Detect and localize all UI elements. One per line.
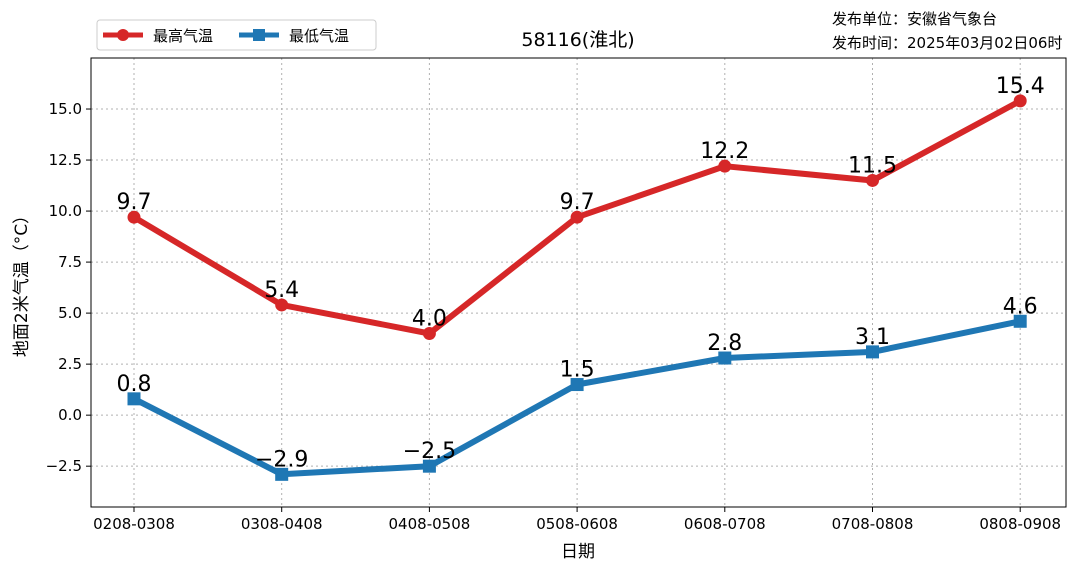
plot-area-frame <box>90 57 1067 508</box>
data-labels: 9.7 5.4 4.0 9.7 12.2 11.5 15.4 0.8 −2.9 −2.5 1.5 2.… <box>117 74 1045 472</box>
y-axis-title: 地面2米气温（°C） <box>12 207 32 357</box>
data-point-min-temp <box>422 459 436 473</box>
chart-title: 58116(淮北) <box>521 29 634 51</box>
data-label-max-temp: 15.4 <box>996 74 1045 99</box>
data-label-min-temp: 2.8 <box>707 331 742 356</box>
grid-lines <box>91 58 1066 507</box>
x-tick-label: 0508-0608 <box>536 515 618 533</box>
data-label-max-temp: 4.0 <box>412 307 447 332</box>
data-label-max-temp: 9.7 <box>560 190 595 215</box>
series-layer <box>127 94 1027 481</box>
legend-marker-min <box>253 29 265 41</box>
data-point-max-temp <box>570 210 584 224</box>
publisher-unit: 安徽省气象台 <box>907 10 998 28</box>
data-point-max-temp <box>275 298 289 312</box>
y-tick-label: 15.0 <box>49 100 82 118</box>
x-tick-label: 0208-0308 <box>93 515 175 533</box>
data-point-min-temp <box>127 392 141 406</box>
y-tick-label: 7.5 <box>58 253 82 271</box>
x-tick-label: 0608-0708 <box>684 515 766 533</box>
x-axis-title: 日期 <box>561 542 595 562</box>
legend-label-max: 最高气温 <box>153 27 213 45</box>
publisher-time-label: 发布时间： <box>832 34 908 52</box>
y-tick-label: 10.0 <box>49 202 82 220</box>
data-label-max-temp: 5.4 <box>264 278 299 303</box>
data-label-max-temp: 9.7 <box>117 190 152 215</box>
data-label-min-temp: −2.9 <box>255 447 308 472</box>
publisher-time: 2025年03月02日06时 <box>907 34 1063 52</box>
data-point-min-temp <box>275 467 289 481</box>
x-tick-label: 0408-0508 <box>389 515 471 533</box>
data-point-max-temp <box>422 327 436 341</box>
legend-box <box>96 19 377 51</box>
axis-ticks: 0208-0308 0308-0408 0408-0508 0508-0608 0608… <box>46 100 1062 533</box>
data-point-min-temp <box>866 345 879 359</box>
publisher-unit-label: 发布单位： <box>832 10 908 28</box>
data-point-max-temp <box>127 210 141 224</box>
y-tick-label: 12.5 <box>49 151 82 169</box>
data-point-max-temp <box>866 173 879 187</box>
y-tick-label: 0.0 <box>58 406 82 424</box>
data-label-min-temp: 4.6 <box>1003 294 1038 319</box>
data-point-max-temp <box>1013 94 1027 108</box>
data-point-min-temp <box>718 351 732 365</box>
legend: 最高气温 最低气温 <box>96 19 377 51</box>
y-tick-label: 2.5 <box>58 355 82 373</box>
data-label-min-temp: 0.8 <box>117 372 152 397</box>
y-tick-label: −2.5 <box>46 457 82 475</box>
data-point-max-temp <box>718 159 732 173</box>
data-label-max-temp: 12.2 <box>700 139 749 164</box>
legend-label-min: 最低气温 <box>289 27 349 45</box>
y-tick-label: 5.0 <box>58 304 82 322</box>
publisher-time-line: 发布时间：2025年03月02日06时 <box>832 33 1062 53</box>
data-label-max-temp: 11.5 <box>848 153 897 178</box>
x-tick-label: 0708-0808 <box>832 515 914 533</box>
x-tick-label: 0808-0908 <box>979 515 1061 533</box>
data-label-min-temp: 1.5 <box>560 358 595 383</box>
legend-marker-max <box>117 29 129 41</box>
data-point-min-temp <box>1013 314 1027 328</box>
data-label-min-temp: 3.1 <box>855 325 890 350</box>
data-point-min-temp <box>570 378 584 392</box>
data-label-min-temp: −2.5 <box>403 439 456 464</box>
publisher-unit-line: 发布单位：安徽省气象台 <box>832 9 997 29</box>
x-tick-label: 0308-0408 <box>241 515 323 533</box>
